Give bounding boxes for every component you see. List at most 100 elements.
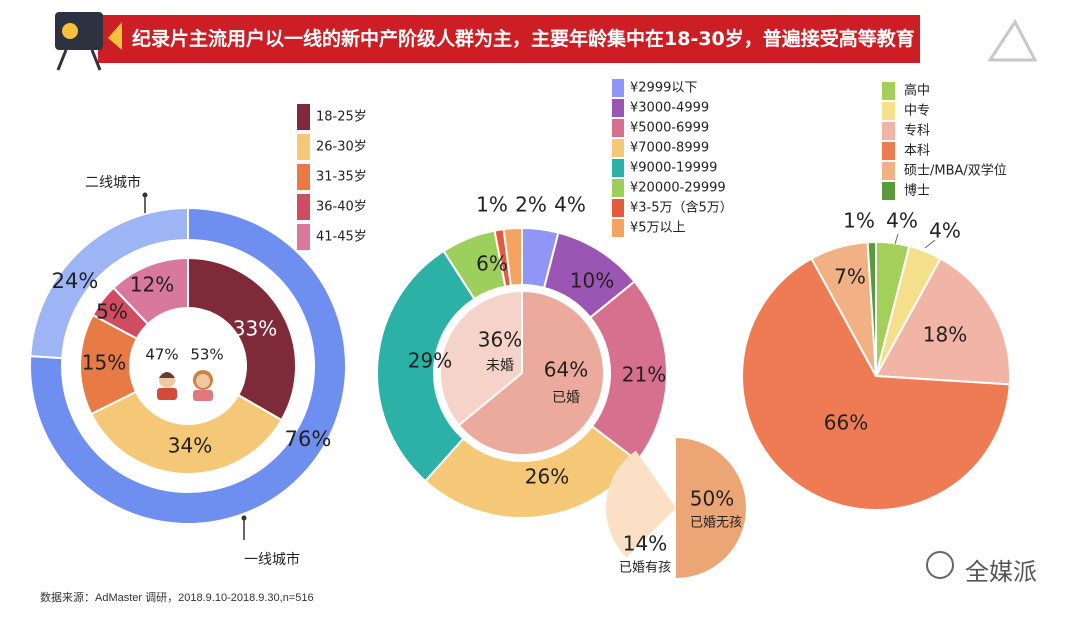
marriage-label-married: 已婚 <box>552 390 580 406</box>
income-legend-swatch-5 <box>612 179 624 197</box>
age-slice-1 <box>89 390 283 475</box>
age-legend-label-3: 36-40岁 <box>316 200 367 215</box>
marriage-label-married-pct: 64% <box>544 358 588 382</box>
title-banner <box>98 15 920 63</box>
logo-icon <box>987 19 1038 62</box>
projector-stand-icon <box>56 49 102 71</box>
income-legend-swatch-1 <box>612 99 624 117</box>
age-legend-swatch-4 <box>297 224 310 250</box>
female-body-icon <box>193 390 213 401</box>
age-legend-label-2: 31-35岁 <box>316 170 367 185</box>
education-label-4: 7% <box>834 265 866 289</box>
age-label-2: 15% <box>82 351 126 375</box>
income-legend-label-0: ¥2999以下 <box>630 81 697 96</box>
income-legend-label-1: ¥3000-4999 <box>630 101 709 116</box>
age-legend-swatch-2 <box>297 164 310 190</box>
male-body-icon <box>157 388 177 400</box>
income-label-1: 10% <box>570 269 614 293</box>
income-label-4: 29% <box>408 349 452 373</box>
center-label-female: 53% <box>190 346 223 364</box>
city-slice-1 <box>29 206 189 360</box>
breakout-slice-0 <box>676 438 746 578</box>
education-legend-label-1: 中专 <box>904 104 930 119</box>
callout-dot-first-tier <box>241 515 247 521</box>
education-legend-label-2: 专科 <box>904 124 930 139</box>
marriage-slice-0 <box>457 289 605 456</box>
age-label-3: 5% <box>96 300 128 324</box>
callout-first-tier: 一线城市 <box>244 551 300 568</box>
income-legend-label-7: ¥5万以上 <box>630 221 686 236</box>
education-leader-0 <box>894 233 899 245</box>
income-legend-label-6: ¥3-5万（含5万） <box>630 200 733 216</box>
data-source-note: 数据来源：AdMaster 调研，2018.9.10-2018.9.30,n=5… <box>40 592 314 604</box>
income-legend-label-3: ¥7000-8999 <box>630 141 709 156</box>
income-legend-swatch-3 <box>612 139 624 157</box>
education-legend-swatch-5 <box>882 182 895 200</box>
age-legend-label-1: 26-30岁 <box>316 140 367 155</box>
income-legend-label-2: ¥5000-6999 <box>630 121 709 136</box>
projector-icon <box>55 12 103 50</box>
city-slice-0 <box>29 206 347 525</box>
age-legend-label-0: 18-25岁 <box>316 110 367 125</box>
age-slice-4 <box>112 256 189 326</box>
education-legend-swatch-4 <box>882 162 895 180</box>
age-slice-0 <box>187 256 297 422</box>
marriage-label-single: 未婚 <box>486 358 514 374</box>
city-label-0: 76% <box>285 427 332 451</box>
education-slice-3 <box>741 257 1011 511</box>
age-legend-swatch-1 <box>297 134 310 160</box>
education-slice-2 <box>874 257 1011 386</box>
education-legend-swatch-0 <box>882 82 895 100</box>
center-label-male: 47% <box>145 346 178 364</box>
education-label-2: 18% <box>923 323 967 347</box>
income-legend-swatch-2 <box>612 119 624 137</box>
center-hole <box>132 310 244 422</box>
income-legend-swatch-6 <box>612 199 624 217</box>
age-legend-label-4: 41-45岁 <box>316 230 367 245</box>
page-title: 纪录片主流用户以一线的新中产阶级人群为主，主要年龄集中在18-30岁，普遍接受高… <box>132 28 915 50</box>
education-label-1: 4% <box>929 219 961 243</box>
projector-lens-icon <box>62 23 78 39</box>
education-legend-label-0: 高中 <box>904 83 930 99</box>
education-legend-swatch-3 <box>882 142 895 160</box>
city-label-1: 24% <box>52 269 99 293</box>
income-legend-label-5: ¥20000-29999 <box>630 181 726 196</box>
marriage-slice-1 <box>439 289 523 427</box>
income-label-0: 4% <box>554 193 586 217</box>
wechat-icon <box>926 551 954 579</box>
breakout-label-0-pct: 50% <box>690 487 734 511</box>
female-face-icon <box>196 374 210 388</box>
projector-beam-icon <box>108 22 122 50</box>
age-legend-swatch-0 <box>297 104 310 130</box>
age-label-1: 34% <box>168 434 212 458</box>
education-slice-5 <box>866 240 877 377</box>
education-label-0: 4% <box>886 209 918 233</box>
age-legend-swatch-3 <box>297 194 310 220</box>
breakout-label-0: 已婚无孩 <box>690 516 742 531</box>
income-label-7: 2% <box>515 193 547 217</box>
callout-dot-second-tier <box>142 192 148 198</box>
education-legend-label-5: 博士 <box>904 184 930 199</box>
callout-second-tier: 二线城市 <box>85 174 141 191</box>
income-legend-label-4: ¥9000-19999 <box>630 161 717 176</box>
income-label-2: 21% <box>622 363 666 387</box>
income-label-6: 1% <box>476 193 508 217</box>
education-legend-label-3: 本科 <box>904 144 930 159</box>
income-legend-swatch-4 <box>612 159 624 177</box>
education-legend-swatch-1 <box>882 102 895 120</box>
education-legend-swatch-2 <box>882 122 895 140</box>
income-label-5: 6% <box>476 252 508 276</box>
marriage-label-single-pct: 36% <box>478 328 522 352</box>
education-leader-1 <box>924 239 936 249</box>
age-label-4: 12% <box>130 273 174 297</box>
male-hair-icon <box>159 372 175 378</box>
education-label-3: 66% <box>824 411 868 435</box>
watermark-text: 全媒派 <box>965 558 1037 586</box>
age-label-0: 33% <box>233 317 277 341</box>
breakout-label-1-pct: 14% <box>623 532 667 556</box>
breakout-label-1: 已婚有孩 <box>619 561 671 576</box>
education-label-5: 1% <box>843 209 875 233</box>
education-legend-label-4: 硕士/MBA/双学位 <box>904 163 1007 179</box>
income-legend-swatch-0 <box>612 79 624 97</box>
